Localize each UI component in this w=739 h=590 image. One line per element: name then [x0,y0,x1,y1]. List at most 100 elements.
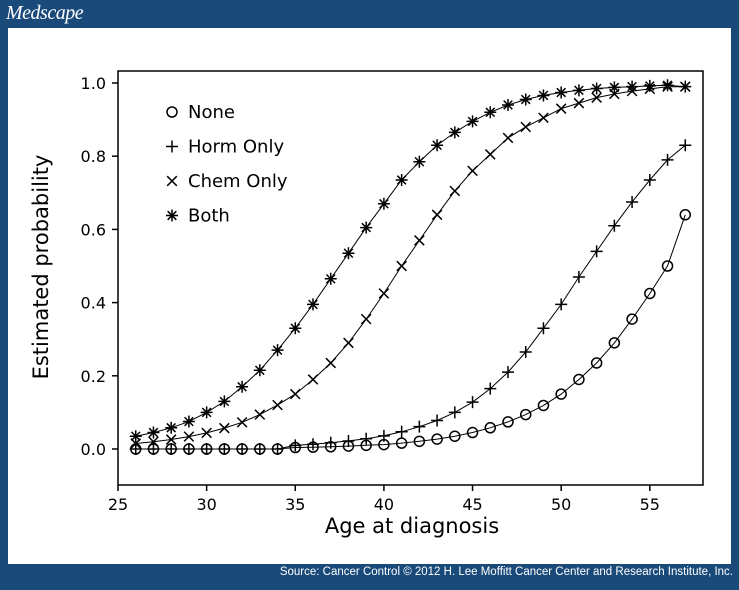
data-point-none [537,399,550,412]
marker-plus [271,443,284,455]
data-point-both [271,344,284,357]
legend-label-none: None [188,102,235,123]
series-both [129,79,692,443]
marker-plus [342,434,355,447]
data-point-both [377,197,390,210]
marker-plus [218,443,231,455]
data-point-horm-only [537,322,550,335]
data-point-both [200,406,213,419]
data-point-horm-only [182,443,195,455]
data-point-none [590,357,603,369]
data-point-horm-only [431,414,444,427]
marker-star [608,81,621,94]
y-tick-label: 0.4 [81,294,106,313]
data-point-horm-only [271,443,284,455]
data-point-chem-only [325,357,337,369]
data-point-chem-only [520,121,532,133]
marker-star [236,380,249,393]
data-point-chem-only [289,388,301,400]
marker-x [236,416,248,428]
marker-x [254,409,266,420]
x-tick-label: 50 [551,495,571,514]
marker-star [182,415,195,428]
data-point-none [449,430,461,442]
plot-area [117,70,704,486]
data-point-chem-only [555,103,567,114]
data-point-both [484,106,497,119]
data-point-both [661,79,674,92]
marker-star [200,406,213,419]
marker-plus [129,443,142,455]
data-point-none [644,287,656,300]
data-point-chem-only [431,209,443,221]
header-bar: Medscape [0,0,739,28]
marker-plus [289,439,302,452]
data-point-chem-only [236,416,248,428]
legend-marker-none [166,106,178,118]
marker-plus [679,139,692,152]
marker-plus [200,443,213,455]
data-point-chem-only [502,132,514,144]
data-point-both [572,84,585,97]
marker-star [413,155,426,168]
axes: 25 30 35 40 45 50 55 0.0 0.2 0.4 0.6 0.8 1.0 [81,74,660,514]
marker-star [643,79,656,92]
data-point-horm-only [484,382,497,395]
data-point-chem-only [183,431,195,442]
marker-circle [573,373,585,386]
marker-x [307,374,319,385]
marker-x [148,436,159,448]
data-point-both [519,93,532,106]
data-point-chem-only [591,92,602,103]
y-tick-label: 0.0 [81,440,106,459]
data-point-both [360,221,373,234]
source-credit: Source: Cancer Control © 2012 H. Lee Mof… [279,566,733,578]
x-tick-label: 40 [374,495,394,514]
marker-x [396,260,407,272]
data-point-none [431,433,443,445]
chart-panel: 25 30 35 40 45 50 55 0.0 0.2 0.4 0.6 0.8 1.0 Age at … [8,28,731,564]
data-point-horm-only [236,443,249,455]
series-horm-only [129,139,692,455]
y-tick-label: 1.0 [81,74,106,93]
marker-circle [466,426,479,439]
data-point-none [679,209,692,221]
marker-plus [466,396,479,409]
data-point-horm-only [360,432,373,445]
data-point-both [129,430,142,443]
marker-star [626,80,639,93]
marker-star [253,364,266,377]
marker-plus [555,298,568,311]
marker-star [289,322,302,335]
legend-item-both: Both [166,206,230,227]
data-point-chem-only [307,374,319,385]
data-point-none [661,260,674,272]
data-point-chem-only [254,409,266,420]
data-point-chem-only [449,185,461,197]
marker-star [218,395,231,408]
chart: 25 30 35 40 45 50 55 0.0 0.2 0.4 0.6 0.8 1.0 Age at … [29,70,704,538]
marker-x [591,92,602,103]
data-point-both [643,79,656,92]
data-point-both [537,89,550,102]
data-point-both [218,395,231,408]
marker-plus [307,438,319,451]
marker-x [538,112,549,124]
data-point-horm-only [608,219,621,232]
marker-x [201,427,212,439]
marker-x [502,132,514,144]
marker-circle [413,435,426,448]
marker-star [271,344,284,357]
marker-circle [395,437,408,449]
data-point-horm-only [307,438,319,451]
marker-plus [626,195,639,208]
marker-plus [431,414,444,427]
marker-plus [166,140,178,153]
x-tick-label: 30 [196,495,216,514]
marker-star [448,126,461,139]
data-point-chem-only [396,260,407,272]
data-point-horm-only [661,153,674,166]
legend-marker-horm-only [166,140,178,153]
data-point-chem-only [148,436,159,448]
data-point-none [395,437,408,449]
